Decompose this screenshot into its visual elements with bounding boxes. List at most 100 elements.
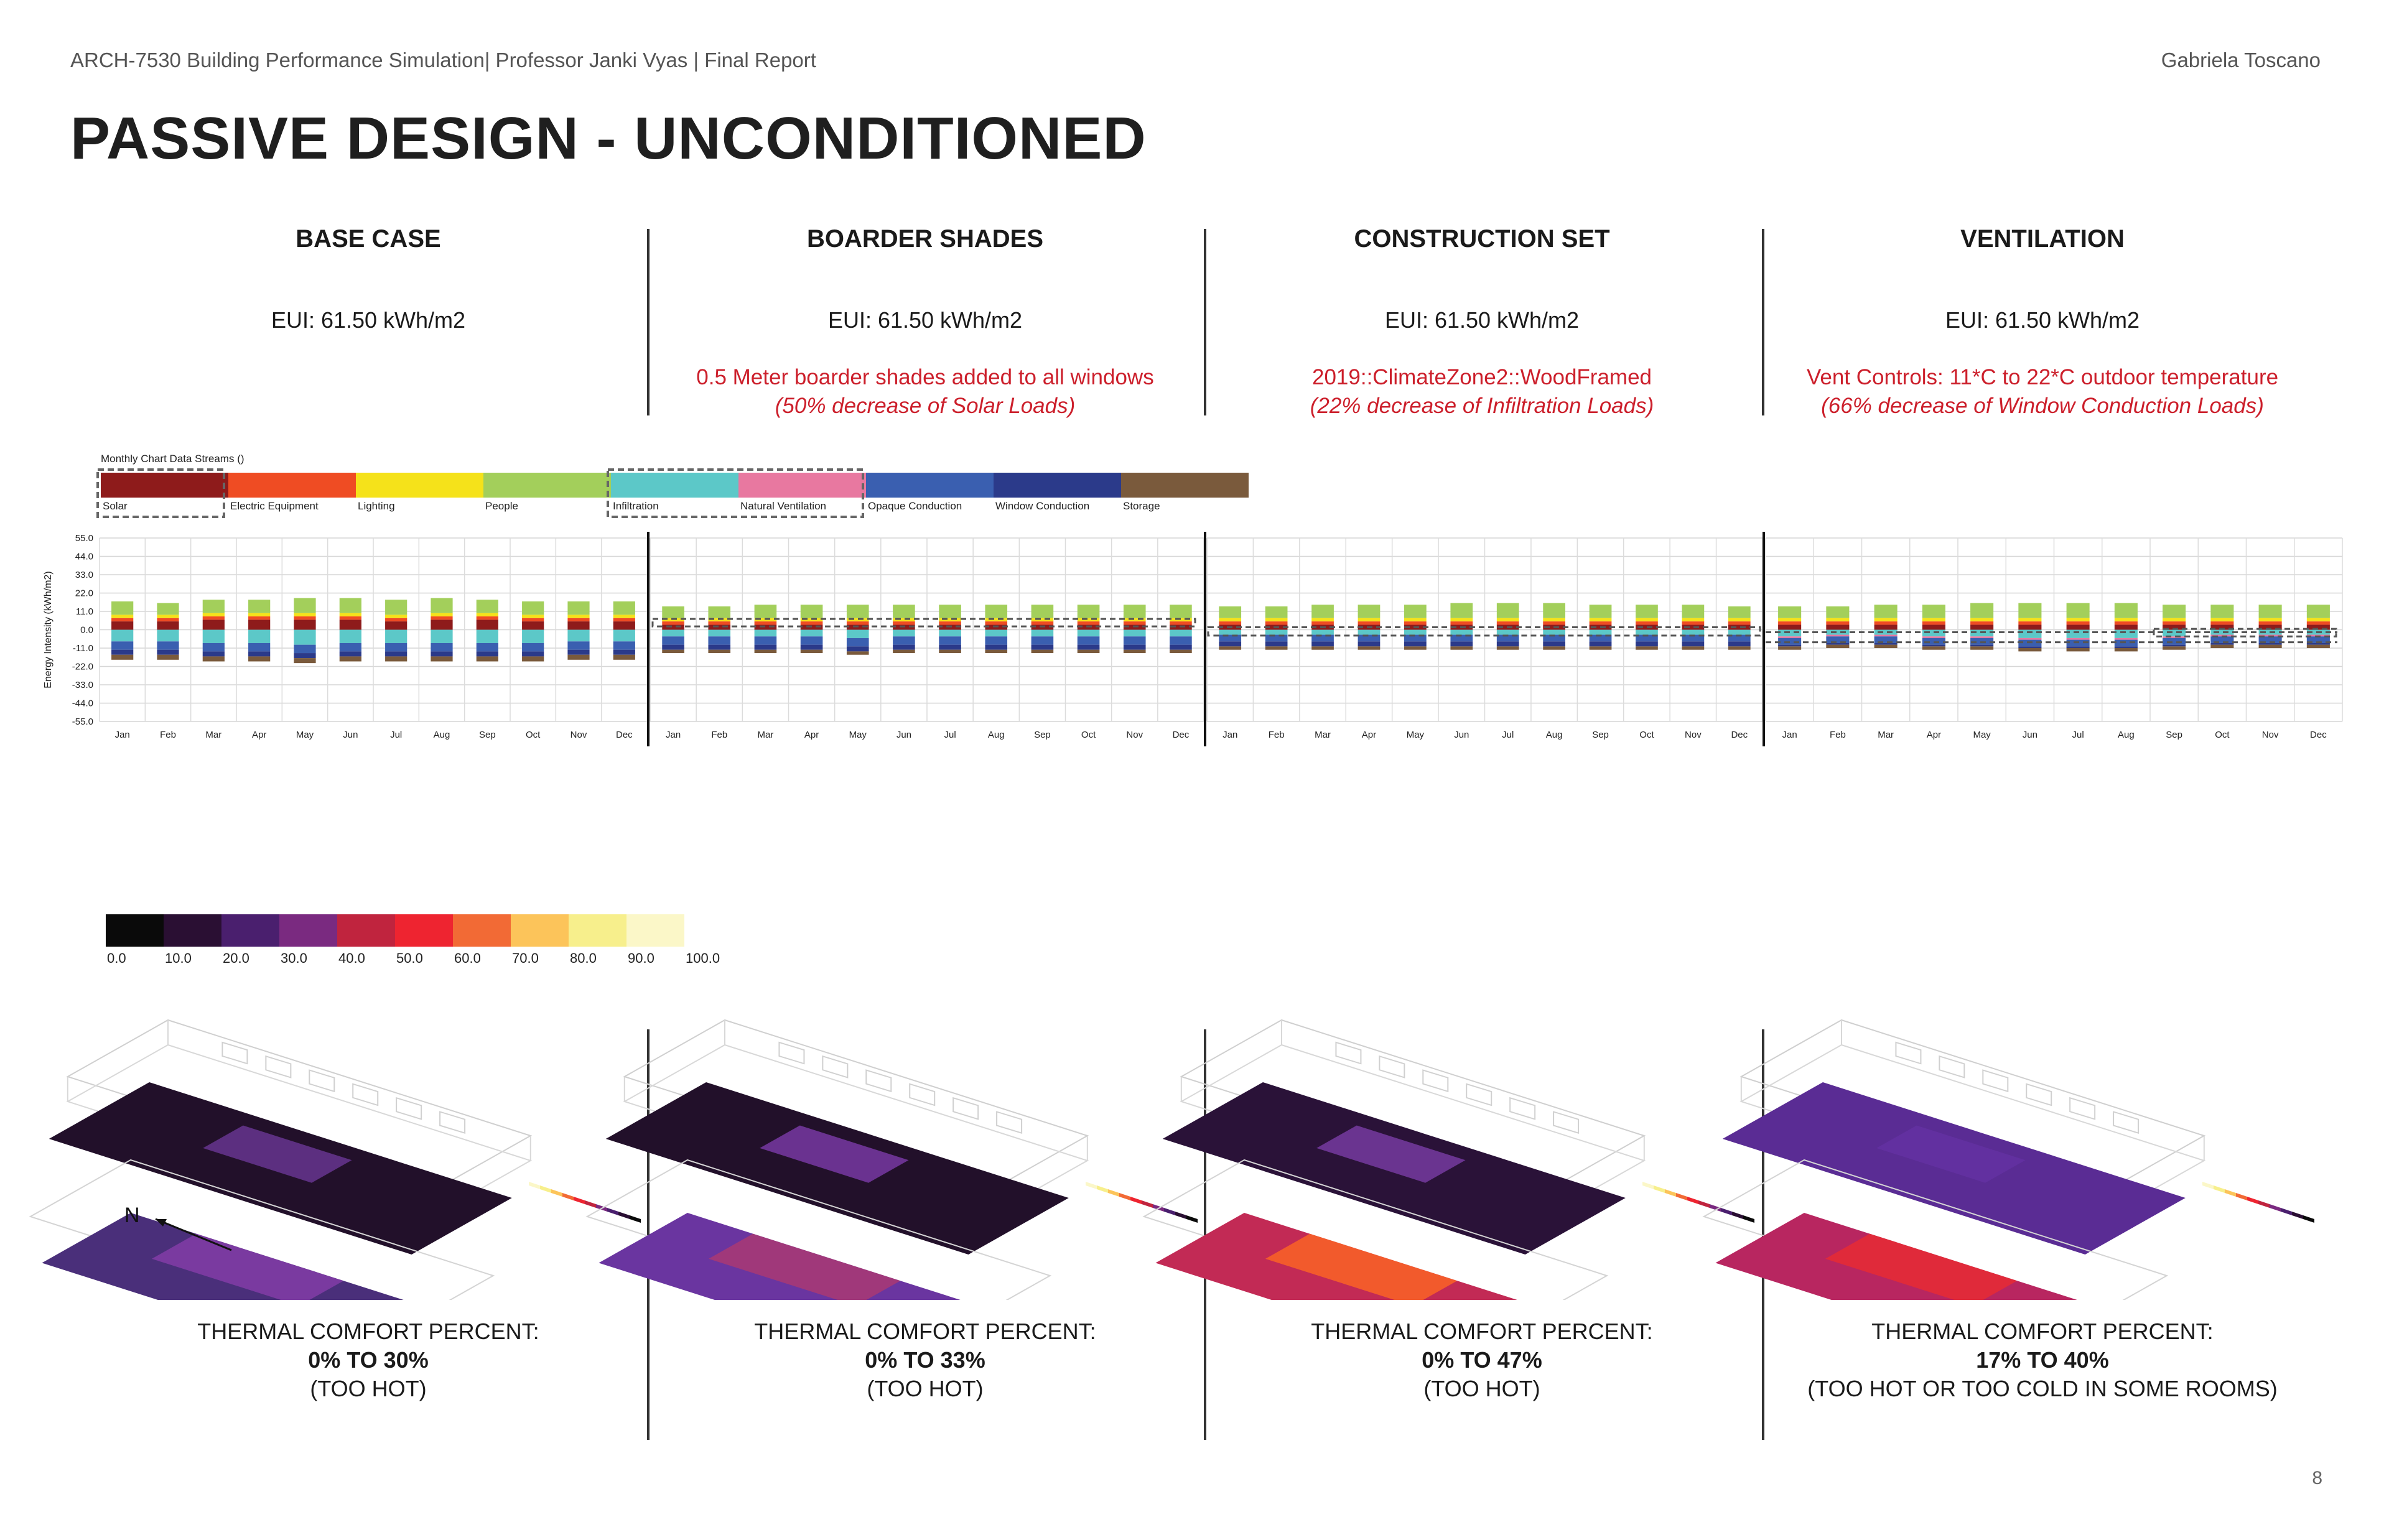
bar-segment [985,629,1008,637]
column-title: BASE CASE [296,225,441,253]
bar-segment [1970,624,1994,630]
bar-segment [339,619,361,630]
bar-segment [157,649,179,655]
x-tick-label: Jan [1222,730,1237,740]
bar-segment [2114,629,2138,638]
bar-segment [1728,629,1751,635]
bar-segment [1826,618,1850,622]
comfort-label: THERMAL COMFORT PERCENT: [1311,1319,1653,1344]
bar-segment [2306,605,2330,618]
bar-segment [985,644,1008,650]
bar-segment [708,621,731,625]
chart-panel: Jan Feb Mar Apr May Jun Jul Aug Sep Oct Nov Dec [647,532,1204,746]
bar-segment [1496,646,1519,650]
y-tick-label: -11.0 [73,643,93,654]
column-divider [1204,1029,1206,1440]
comfort-note: (TOO HOT) [310,1376,427,1401]
bar-segment [939,605,961,618]
x-tick-label: Mar [205,730,221,740]
bar-segment [2066,629,2090,638]
bar-segment [2114,639,2138,647]
eui-value: EUI: 61.50 kWh/m2 [827,307,1023,333]
bar-segment [754,624,777,630]
bar-segment [1778,646,1802,650]
side-colorbar [1186,1215,1198,1223]
window-outline [1939,1055,1965,1078]
bar-segment [202,600,225,613]
bar-segment [157,618,179,622]
x-tick-label: Sep [1592,730,1609,740]
column-divider [1762,229,1764,415]
bar-segment [476,656,498,662]
bar-segment [1265,606,1288,618]
bar-segment [2306,642,2330,645]
bar-segment [1265,621,1288,625]
bar-segment [613,649,635,655]
note-line: 0.5 Meter boarder shades added to all wi… [696,365,1154,389]
thermal-comfort-colorbar: 0.0 10.0 20.0 30.0 40.0 50.0 60.0 70.0 80.0 90.0 1… [106,914,720,966]
bar-segment [662,649,684,654]
bar-segment [1874,634,1898,637]
window-outline [221,1041,248,1065]
bar-segment [111,621,134,630]
bar-segment [1589,646,1612,650]
side-colorbar [585,1200,596,1208]
lower-floor-zone [1825,1233,2018,1300]
bar-segment [754,605,777,618]
bar-segment [1265,618,1288,622]
bar-segment [1219,629,1242,635]
x-tick-label: Mar [757,730,773,740]
window-outline [1509,1097,1536,1120]
bar-segment [2018,648,2042,652]
side-colorbar [1142,1200,1153,1208]
comfort-note: (TOO HOT) [1423,1376,1540,1401]
bar-segment [2114,648,2138,652]
comfort-summary: THERMAL COMFORT PERCENT: 0% TO 30% (TOO … [95,1317,642,1403]
window-outline [778,1041,805,1065]
bar-segment [1922,636,1945,638]
legend-swatch [356,473,483,498]
side-colorbar [1676,1193,1687,1200]
bar-segment [2066,624,2090,630]
bar-segment [339,656,361,662]
legend-label: Infiltration [613,500,659,512]
bar-segment [294,613,316,617]
bar-segment [1170,649,1192,654]
side-colorbar [1108,1189,1119,1197]
bar-segment [2066,638,2090,640]
colorbar-label: 100.0 [686,950,720,966]
bar-segment [1031,636,1054,645]
bar-segment [2258,624,2282,630]
highlight-band [651,618,1196,628]
bar-segment [2258,636,2282,643]
bar-segment [431,613,453,617]
bar-segment [1826,634,1850,637]
bar-segment [294,629,316,645]
bar-segment [476,642,498,652]
x-tick-label: Nov [1126,730,1143,740]
side-colorbar [2292,1212,2303,1219]
bar-segment [202,613,225,617]
bar-segment [1543,618,1565,622]
bar-segment [248,642,271,652]
bar-segment [846,646,869,652]
bar-segment [2018,624,2042,630]
bar-segment [1682,629,1705,635]
colorbar-label: 80.0 [570,950,597,966]
bar-segment [202,619,225,630]
chart-area: Energy Intensity (kWh/m2) 55.0 44.0 33.0 22.… [43,532,2343,746]
bar-segment [294,598,316,613]
bar-segment [985,621,1008,625]
bar-segment [1077,621,1100,625]
bar-segment [800,605,823,618]
wireframe [29,1159,495,1300]
comfort-map [1142,1019,1754,1300]
bar-segment [1170,636,1192,645]
bar-segment [1496,618,1519,622]
upper-floor-zone [1316,1125,1466,1183]
bar-segment [2018,603,2042,618]
bar-segment [2306,621,2330,625]
side-colorbar [1698,1200,1710,1208]
bar-segment [1778,624,1802,630]
comfort-range: 0% TO 33% [865,1347,985,1373]
